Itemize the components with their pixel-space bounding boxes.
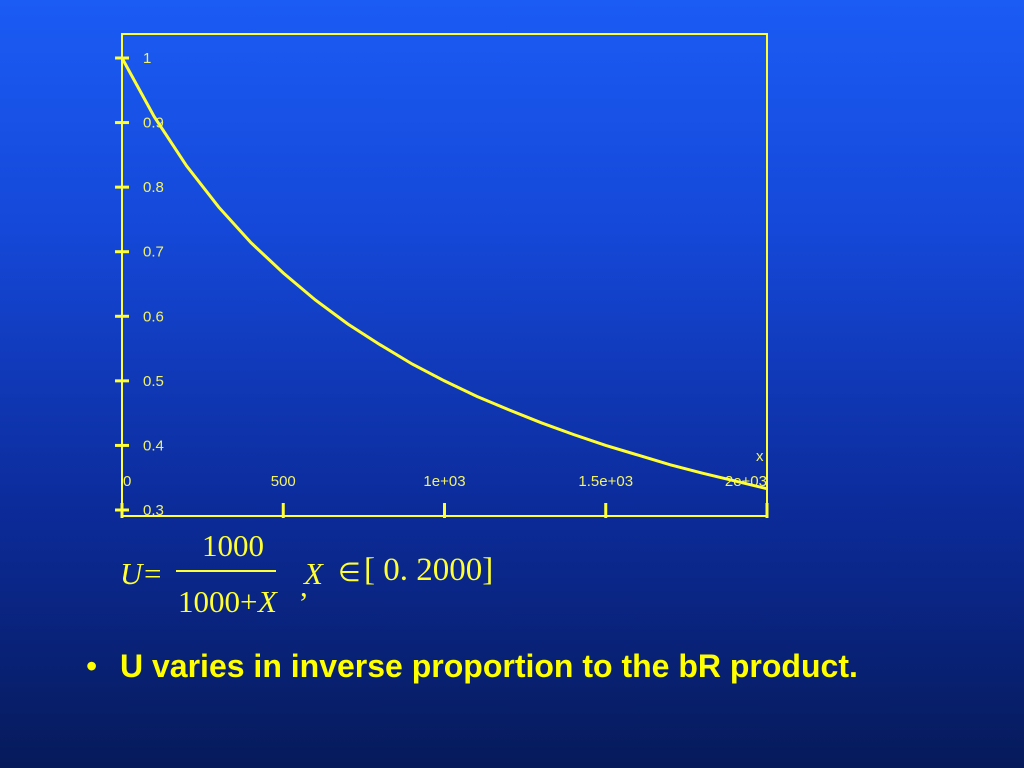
y-tick-label: 0.7 [143,244,164,261]
bullet-text: U varies in inverse proportion to the bR… [120,648,858,684]
x-tick-label: 1.5e+03 [578,473,633,490]
y-tick-label: 0.6 [143,308,164,325]
y-tick-label: 0.8 [143,179,164,196]
formula: U = 1000 1000+ X , X ∈ [ 0. 2000] [118,528,538,623]
formula-equals: = [144,556,162,591]
y-tick-label: 0.4 [143,437,164,454]
x-tick-label: 0 [123,473,131,490]
formula-domain-variable: X [304,556,323,591]
chart: 10.90.80.70.60.50.40.3 0 500 1e+03 1.5e+03 2… [115,33,769,519]
x-tick-label: 1e+03 [423,473,465,490]
formula-interval: [ 0. 2000] [364,552,494,588]
series-line [120,57,768,491]
formula-lhs: U [120,556,143,591]
element-of-symbol: ∈ [338,558,361,587]
x-axis-label: x [756,448,764,465]
fraction-bar [176,570,276,572]
formula-numerator: 1000 [202,528,264,563]
y-tick-label: 1 [143,50,151,67]
plot-frame [121,33,768,517]
x-tick-label: 500 [271,473,296,490]
bullet-marker: • [86,648,98,684]
y-tick-label: 0.9 [143,115,164,132]
y-tick-label: 0.5 [143,373,164,390]
formula-denominator-constant: 1000+ [178,584,258,619]
formula-denominator-variable: X [258,584,277,619]
formula-comma: , [300,568,308,603]
y-tick-label: 0.3 [143,502,164,519]
